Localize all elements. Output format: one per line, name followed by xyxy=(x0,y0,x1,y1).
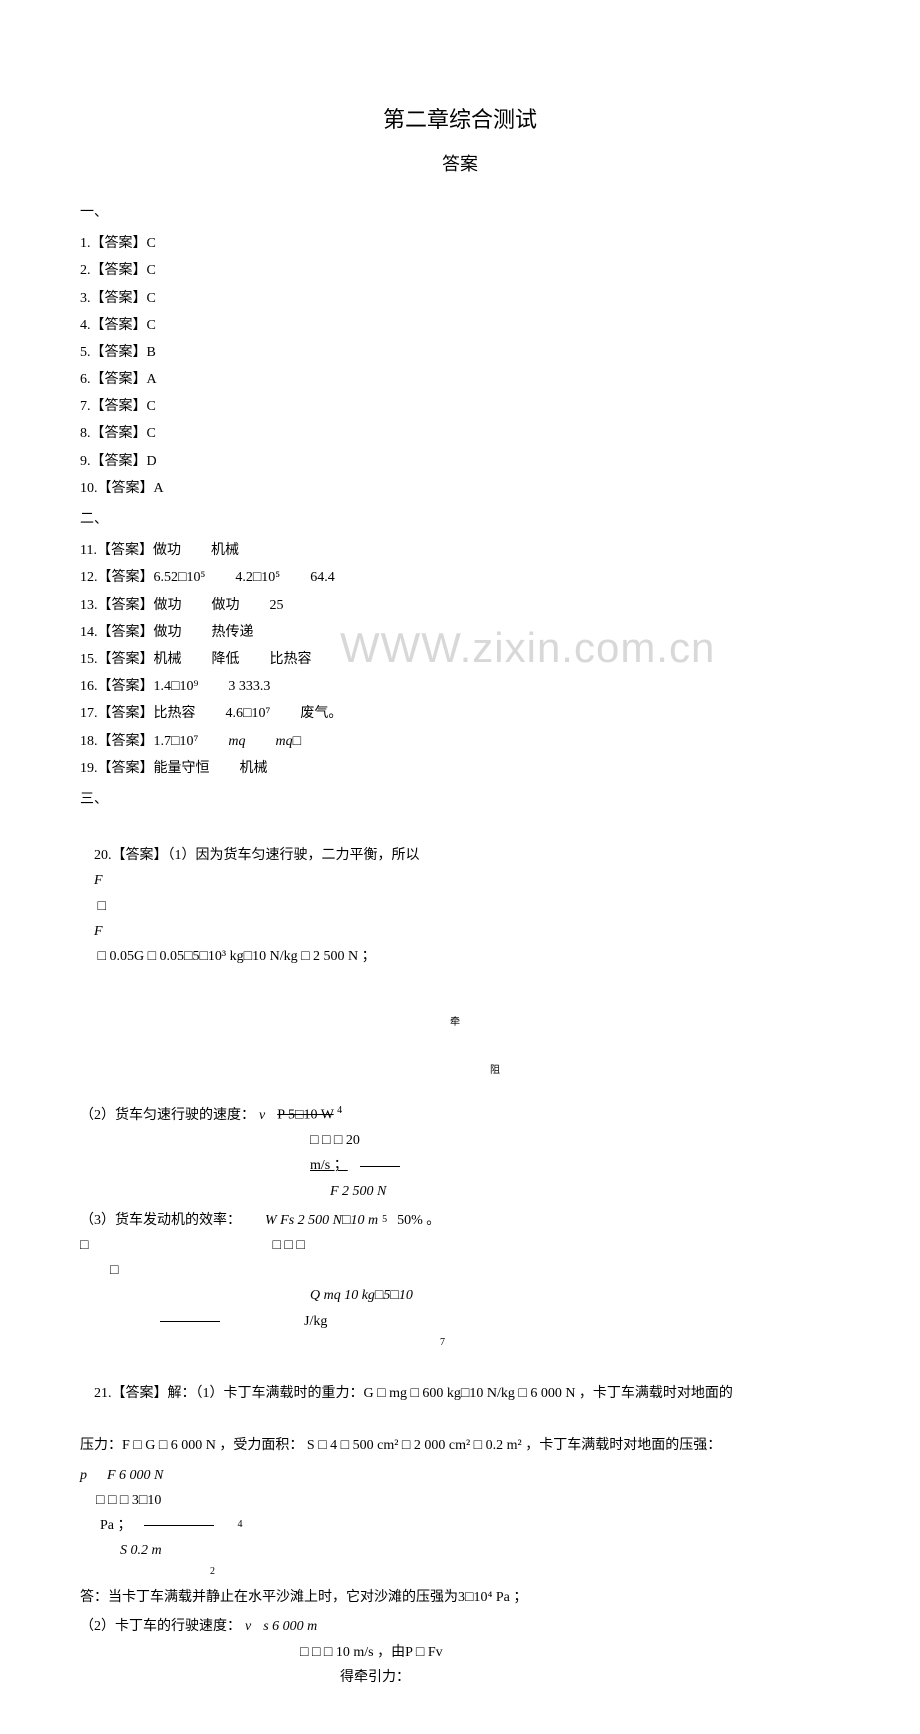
q20-p2-num: P 5□10 W xyxy=(277,1108,333,1123)
section-3-marker: 三、 xyxy=(80,787,840,812)
q21-p2-tail: 得牵引力： xyxy=(340,1665,410,1690)
q21-frac-num: F 6 000 N xyxy=(107,1463,163,1488)
answer-row: 17.【答案】比热容4.6□10⁷废气。 xyxy=(80,701,840,726)
q21-frac-mid: □ □ □ 3□10 xyxy=(96,1488,161,1513)
q20-prefix: 20.【答案】（1）因为货车匀速行驶，二力平衡，所以 xyxy=(94,848,420,863)
answer-row: 9.【答案】D xyxy=(80,449,840,474)
answer-row: 1.【答案】C xyxy=(80,231,840,256)
q20-p2-numsup: 4 xyxy=(337,1105,342,1116)
q20-p2-mid: □ □ □ 20 xyxy=(310,1128,360,1153)
q20-p3-l1r: 50% 。 xyxy=(397,1208,440,1233)
answer-row: 18.【答案】1.7□10⁷mqmq□ xyxy=(80,729,840,754)
section-2-marker: 二、 xyxy=(80,507,840,532)
q21-p2-label: （2）卡丁车的行驶速度： xyxy=(80,1614,241,1639)
q21-p2-num: s 6 000 m xyxy=(263,1614,317,1639)
box-icon: □ xyxy=(94,899,109,914)
answer-row: 3.【答案】C xyxy=(80,286,840,311)
answer-row: 16.【答案】1.4□10⁹3 333.3 xyxy=(80,674,840,699)
q21-p-lead: p xyxy=(80,1463,87,1488)
q20-F2: F xyxy=(94,924,103,939)
answer-row: 11.【答案】做功机械 xyxy=(80,538,840,563)
answer-row: 12.【答案】6.52□10⁵4.2□10⁵64.4 xyxy=(80,565,840,590)
q20-line1: 20.【答案】（1）因为货车匀速行驶，二力平衡，所以 F □ F □ 0.05G… xyxy=(80,818,840,994)
box-icon: □ xyxy=(110,1258,118,1283)
q21-line2: 压力：F □ G □ 6 000 N ，受力面积： S □ 4 □ 500 cm… xyxy=(80,1433,840,1458)
answer-row: 8.【答案】C xyxy=(80,421,840,446)
q20-p3-l2: □ □ □ xyxy=(92,1233,304,1258)
answer-row: 5.【答案】B xyxy=(80,340,840,365)
answer-row: 15.【答案】机械降低比热容 xyxy=(80,647,840,672)
content-wrapper: 第二章综合测试 答案 一、 1.【答案】C2.【答案】C 3.【答案】C4.【答案… xyxy=(80,100,840,1690)
answer-row: 6.【答案】A xyxy=(80,367,840,392)
q21-p2-v: v xyxy=(245,1614,251,1639)
answer-list-1: 1.【答案】C2.【答案】C 3.【答案】C4.【答案】C5.【答案】B6.【答案… xyxy=(80,231,840,501)
q20-p3-l1l: W Fs 2 500 N□10 m xyxy=(265,1208,378,1233)
q20-p3-l3: Q mq 10 kg□5□10 xyxy=(310,1283,413,1308)
q20-p3-label: （3）货车发动机的效率： xyxy=(80,1208,241,1233)
q20-p2-v: v xyxy=(259,1103,265,1128)
q21-frac: p F 6 000 N □ □ □ 3□10 Pa ； 4 S 0.2 m 2 xyxy=(80,1463,840,1582)
q20-F1: F xyxy=(94,873,103,888)
section-1-marker: 一、 xyxy=(80,200,840,225)
q20-sub-row: 牵 xyxy=(80,996,840,1050)
q20-p2-label: （2）货车匀速行驶的速度： xyxy=(80,1103,255,1128)
q21-prefix: 21.【答案】解：（1）卡丁车满载时的重力：G □ mg □ 600 kg□10… xyxy=(94,1386,733,1401)
q21-ans-line: 答：当卡丁车满载并静止在水平沙滩上时，它对沙滩的压强为3□10⁴ Pa ； xyxy=(80,1585,840,1610)
answer-row: 7.【答案】C xyxy=(80,394,840,419)
answer-row: 2.【答案】C xyxy=(80,258,840,283)
answer-row: 14.【答案】做功热传递 xyxy=(80,620,840,645)
answer-row: 13.【答案】做功做功25 xyxy=(80,593,840,618)
q20-p2-den: F 2 500 N xyxy=(330,1179,386,1204)
q21-p2-mid: □ □ □ 10 m/s ，由P □ Fv xyxy=(300,1640,443,1665)
q20-sub1: 牵 xyxy=(450,1017,460,1028)
answer-row: 10.【答案】A xyxy=(80,476,840,501)
q20-p2-unit: m/s ； xyxy=(310,1153,348,1178)
q20-sub2: 阻 xyxy=(490,1065,500,1076)
q20-p3-l1sup: 5 xyxy=(382,1211,387,1229)
q21-line1: 21.【答案】解：（1）卡丁车满载时的重力：G □ mg □ 600 kg□10… xyxy=(80,1356,840,1432)
page-subtitle: 答案 xyxy=(80,148,840,180)
q20-p2: （2）货车匀速行驶的速度： v P 5□10 W 4 □ □ □ 20 m/s … xyxy=(80,1102,840,1203)
q20-sub-row2: 阻 xyxy=(80,1044,840,1098)
box-icon: □ xyxy=(80,1233,88,1258)
q21-frac-sup: 4 xyxy=(238,1516,243,1534)
q21-frac-den: S 0.2 m xyxy=(120,1538,162,1563)
q20-p3-l4sup: 7 xyxy=(440,1334,445,1352)
answer-list-2: 11.【答案】做功机械12.【答案】6.52□10⁵4.2□10⁵64.4 13.… xyxy=(80,538,840,781)
answer-row: 19.【答案】能量守恒机械 xyxy=(80,756,840,781)
q20-p3-l4: J/kg xyxy=(304,1309,327,1334)
q20-eq1-text: □ 0.05G □ 0.05□5□10³ kg□10 N/kg □ 2 500 … xyxy=(94,949,376,964)
answer-row: 4.【答案】C xyxy=(80,313,840,338)
q21-frac-unit: Pa ； xyxy=(100,1513,132,1538)
page-title: 第二章综合测试 xyxy=(80,100,840,140)
q21-p2: （2）卡丁车的行驶速度： v s 6 000 m □ □ □ 10 m/s ，由… xyxy=(80,1614,840,1690)
q21-frac-densup: 2 xyxy=(210,1563,215,1581)
q20-p3: （3）货车发动机的效率： W Fs 2 500 N□10 m 5 50% 。 □… xyxy=(80,1208,840,1352)
